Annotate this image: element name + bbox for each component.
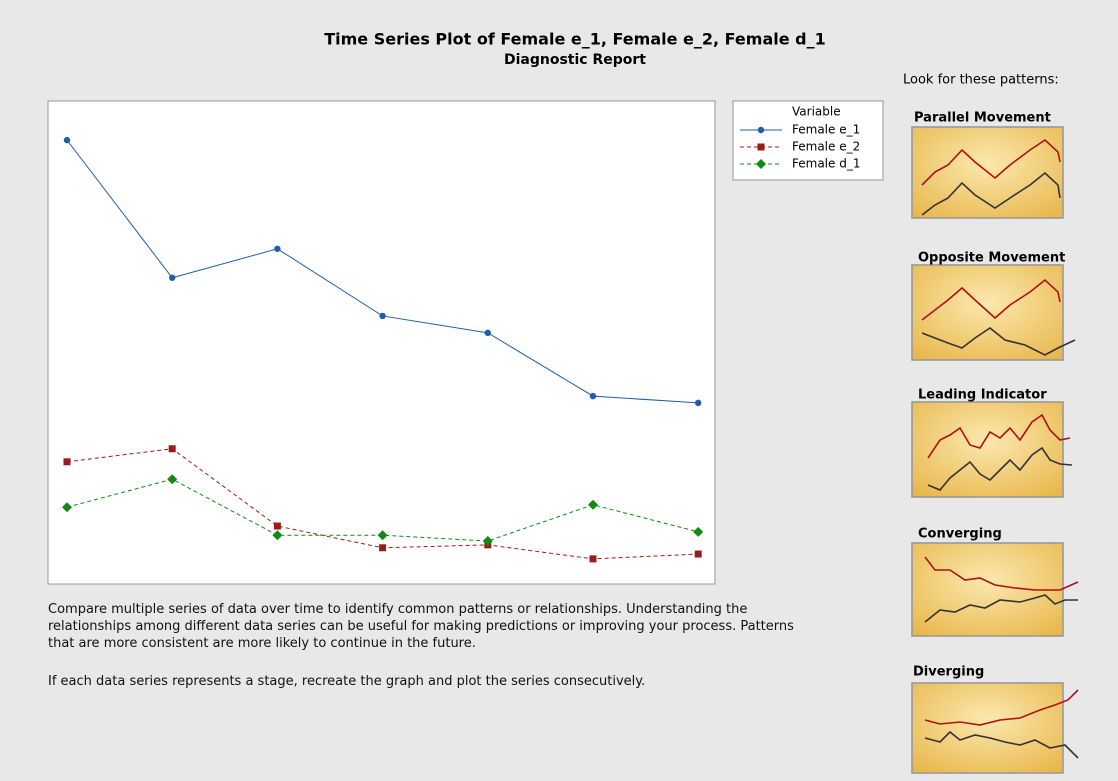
point <box>379 312 386 320</box>
point <box>588 499 598 510</box>
point <box>694 550 702 558</box>
pattern-title: Diverging <box>913 665 984 680</box>
point <box>168 445 176 453</box>
point <box>379 544 387 552</box>
thumb-line <box>921 138 1061 186</box>
legend-marker <box>757 143 765 151</box>
point <box>695 399 702 407</box>
point <box>693 526 704 537</box>
thumbnail <box>911 264 1064 361</box>
pattern-thumbnails <box>911 126 1079 774</box>
pattern-title: Parallel Movement <box>914 111 1051 126</box>
thumb-line <box>924 594 1078 623</box>
point <box>63 136 71 144</box>
legend-label: Female e_1 <box>792 123 860 137</box>
legend-label: Female d_1 <box>792 157 860 171</box>
thumb-line <box>921 171 1061 216</box>
thumb-line <box>927 446 1073 491</box>
point <box>167 474 178 485</box>
point <box>482 536 493 547</box>
pattern-title: Leading Indicator <box>918 388 1047 403</box>
legend <box>732 100 884 181</box>
point <box>274 245 281 252</box>
chart-title: Time Series Plot of Female e_1, Female e… <box>324 30 826 49</box>
point <box>63 458 71 466</box>
thumb-line <box>921 278 1061 321</box>
point <box>589 392 597 400</box>
plot-area <box>47 100 716 585</box>
thumb-line <box>921 327 1076 356</box>
point <box>272 530 283 541</box>
pattern-title: Opposite Movement <box>918 251 1065 266</box>
legend-label: Female e_2 <box>792 140 860 154</box>
pattern-title: Converging <box>918 527 1002 542</box>
chart-subtitle: Diagnostic Report <box>504 52 646 68</box>
point <box>273 522 281 530</box>
point <box>62 502 72 513</box>
description: If each data series represents a stage, … <box>48 674 646 689</box>
patterns-heading: Look for these patterns: <box>903 73 1059 88</box>
description: Compare multiple series of data over tim… <box>48 602 794 651</box>
legend-marker <box>756 159 766 169</box>
point <box>169 274 176 281</box>
point <box>377 530 388 541</box>
legend-marker <box>757 126 765 134</box>
legend-title: Variable <box>792 105 841 119</box>
thumb-line <box>927 413 1071 459</box>
thumbnail <box>911 682 1064 774</box>
thumb-line <box>924 689 1079 726</box>
thumb-line <box>924 556 1079 591</box>
thumb-line <box>924 730 1079 759</box>
point <box>589 555 597 563</box>
point <box>484 329 491 337</box>
